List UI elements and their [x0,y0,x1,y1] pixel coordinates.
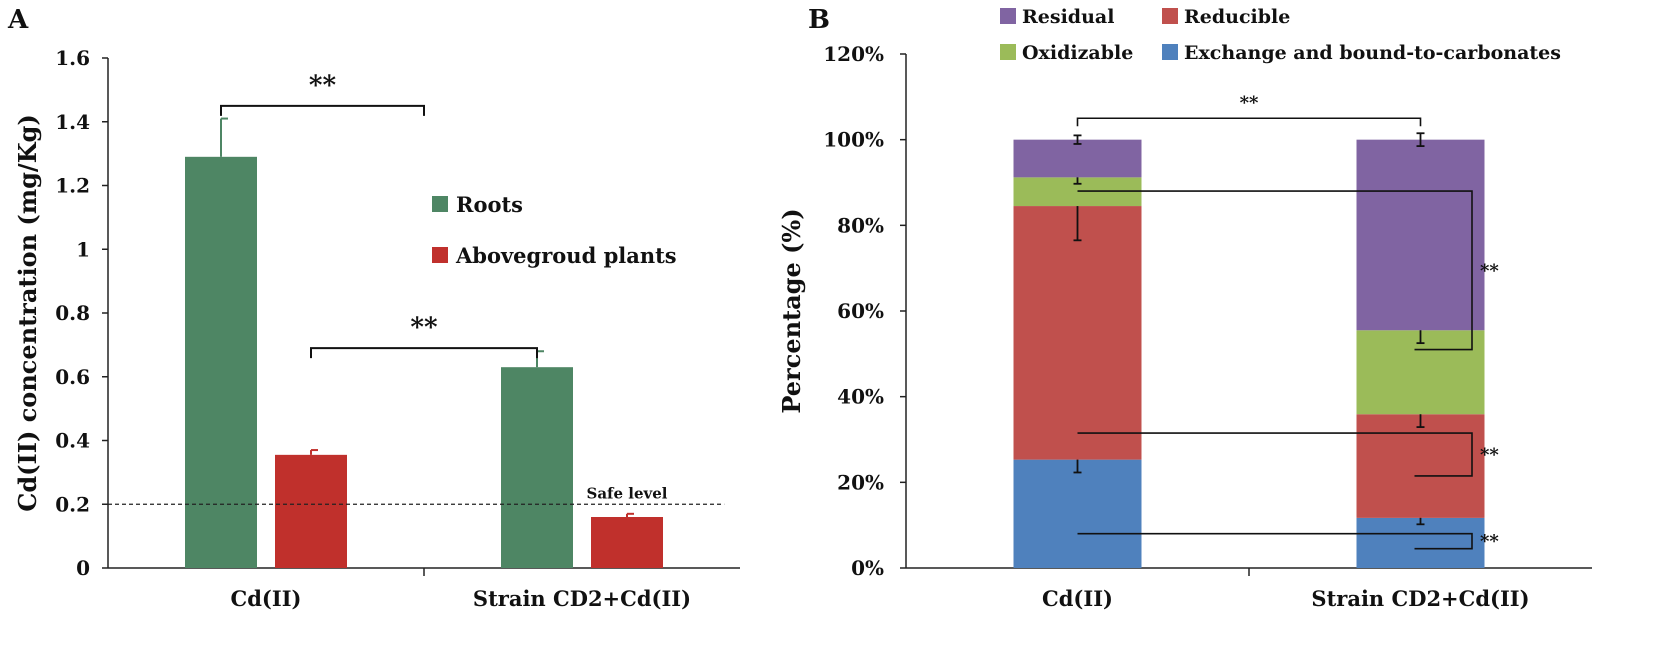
y-tick-label: 100% [823,128,884,152]
y-tick-label: 60% [837,299,884,323]
legend-swatch [1000,8,1016,24]
legend-swatch [1162,44,1178,60]
x-tick-label: Cd(II) [231,586,302,611]
y-tick-label: 1.6 [55,46,90,70]
y-tick-label: 0.4 [55,429,90,453]
x-tick-label: Cd(II) [1042,586,1113,611]
chart-a: Cd(II) concentration (mg/Kg) 0 0.2 0.4 0.6 0.… [13,46,740,611]
fraction-bracket [1077,432,1473,477]
y-tick-label: 80% [837,213,884,237]
legend-swatch [432,247,448,263]
bar-segment [1356,139,1485,331]
y-axis-label: Cd(II) concentration (mg/Kg) [13,114,42,511]
panel-a-label: A [7,5,29,35]
significance-bracket [310,347,538,359]
safe-level-label: Safe level [587,484,668,502]
y-tick-label: 0.2 [55,492,90,516]
legend-swatch [1162,8,1178,24]
legend-label: Reducible [1184,6,1290,28]
y-tick-label: 0 [76,556,90,580]
bar-segment [1356,517,1485,568]
legend-swatch [1000,44,1016,60]
y-tick-label: 1 [76,237,90,261]
y-tick-label: 0.8 [55,301,90,325]
legend-label: Exchange and bound-to-carbonates [1184,42,1561,64]
significance-bracket [220,104,425,116]
y-tick-label: 120% [823,42,884,66]
bar-segment [1356,414,1485,518]
bar [275,454,347,568]
bar-segment [1013,139,1142,178]
significance-bracket [1076,117,1422,127]
y-tick-label: 1.2 [55,174,90,198]
y-tick-label: 1.4 [55,110,90,134]
x-tick-label: Strain CD2+Cd(II) [1311,586,1529,611]
y-tick-label: 0.6 [55,365,90,389]
bar-segment [1356,330,1485,415]
significance-label: ** [1240,92,1259,113]
bar-segment [1013,459,1142,568]
bar [185,156,257,568]
fraction-bracket [1077,532,1473,550]
legend-swatch [432,196,448,212]
x-tick-label: Strain CD2+Cd(II) [473,586,691,611]
legend-label: Residual [1022,6,1114,28]
y-tick-label: 20% [837,470,884,494]
chart-b: Percentage (%) 0% 20% 40% 60% 80% 100% 120% Cd(I… [777,6,1592,611]
panel-b-label: B [808,5,830,35]
bar [591,517,663,568]
significance-label: ** [1480,260,1499,281]
fraction-bracket [1077,190,1473,351]
significance-label: ** [1480,531,1499,552]
significance-label: ** [1480,444,1499,465]
significance-label: ** [410,313,438,343]
y-tick-label: 0% [851,556,884,580]
bar [501,367,573,568]
y-tick-label: 40% [837,385,884,409]
bar-segment [1013,206,1142,460]
significance-label: ** [309,71,337,101]
legend-label: Roots [456,192,523,217]
y-axis-label: Percentage (%) [777,208,806,413]
legend-label: Oxidizable [1022,42,1133,64]
legend-label: Abovegroud plants [455,243,677,268]
